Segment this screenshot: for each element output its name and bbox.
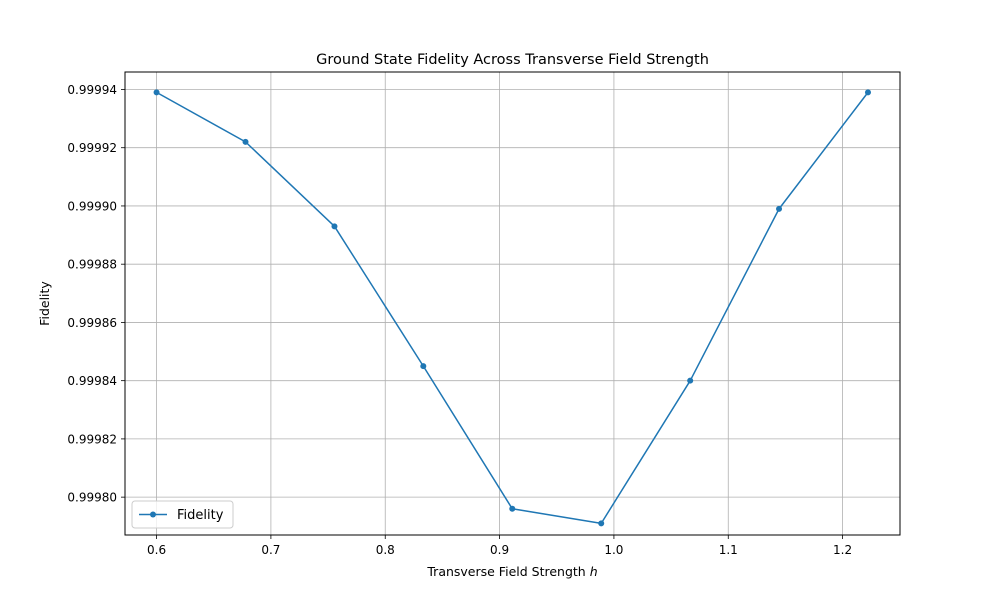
plot-frame [124,71,901,536]
plot-area [125,72,900,535]
data-point [153,89,160,96]
x-axis-label-var: h [590,564,598,579]
x-axis-label: Transverse Field Strength h [426,564,597,579]
x-tick-label: 0.8 [376,543,395,557]
y-tick-label: 0.99982 [67,432,117,446]
data-point [331,223,338,230]
x-tick-label: 1.2 [833,543,852,557]
series-layer [153,89,871,527]
data-point [242,138,249,145]
data-point [687,377,694,384]
legend-box [131,500,234,529]
ticks: 0.6 0.7 0.8 0.9 1.0 1.1 1.2 0.99980 0.99982 0.999… [67,83,852,557]
data-point [776,205,783,212]
y-tick-label: 0.99984 [67,374,117,388]
legend-label: Fidelity [177,508,224,523]
y-axis-label: Fidelity [37,281,52,326]
y-tick-label: 0.99994 [67,83,117,97]
x-tick-label: 1.1 [719,543,738,557]
data-point [598,520,605,527]
y-tick-label: 0.99990 [67,199,117,213]
x-tick-label: 0.9 [490,543,509,557]
legend: Fidelity [131,500,234,529]
data-point [509,505,516,512]
y-tick-label: 0.99988 [67,258,117,272]
x-tick-label: 0.7 [261,543,280,557]
chart-title: Ground State Fidelity Across Transverse … [316,52,709,68]
data-point [420,363,427,370]
y-tick-label: 0.99986 [67,316,117,330]
x-axis-label-text: Transverse Field Strength [426,564,589,579]
y-tick-label: 0.99992 [67,141,117,155]
x-tick-label: 0.6 [147,543,166,557]
y-tick-label: 0.99980 [67,491,117,505]
grid [125,72,900,535]
data-point [864,89,871,96]
legend-marker [150,511,156,518]
x-tick-label: 1.0 [604,543,623,557]
